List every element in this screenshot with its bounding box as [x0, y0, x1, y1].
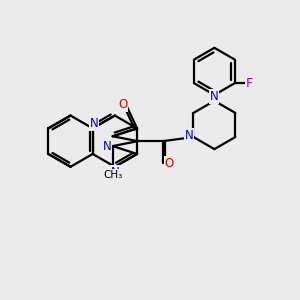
Text: O: O [165, 157, 174, 170]
Text: F: F [246, 77, 253, 90]
Text: N: N [90, 117, 99, 130]
Text: N: N [185, 129, 194, 142]
Text: CH₃: CH₃ [103, 169, 122, 180]
Text: N: N [102, 140, 111, 153]
Text: N: N [210, 90, 219, 103]
Text: N: N [110, 166, 119, 178]
Text: O: O [118, 98, 128, 111]
